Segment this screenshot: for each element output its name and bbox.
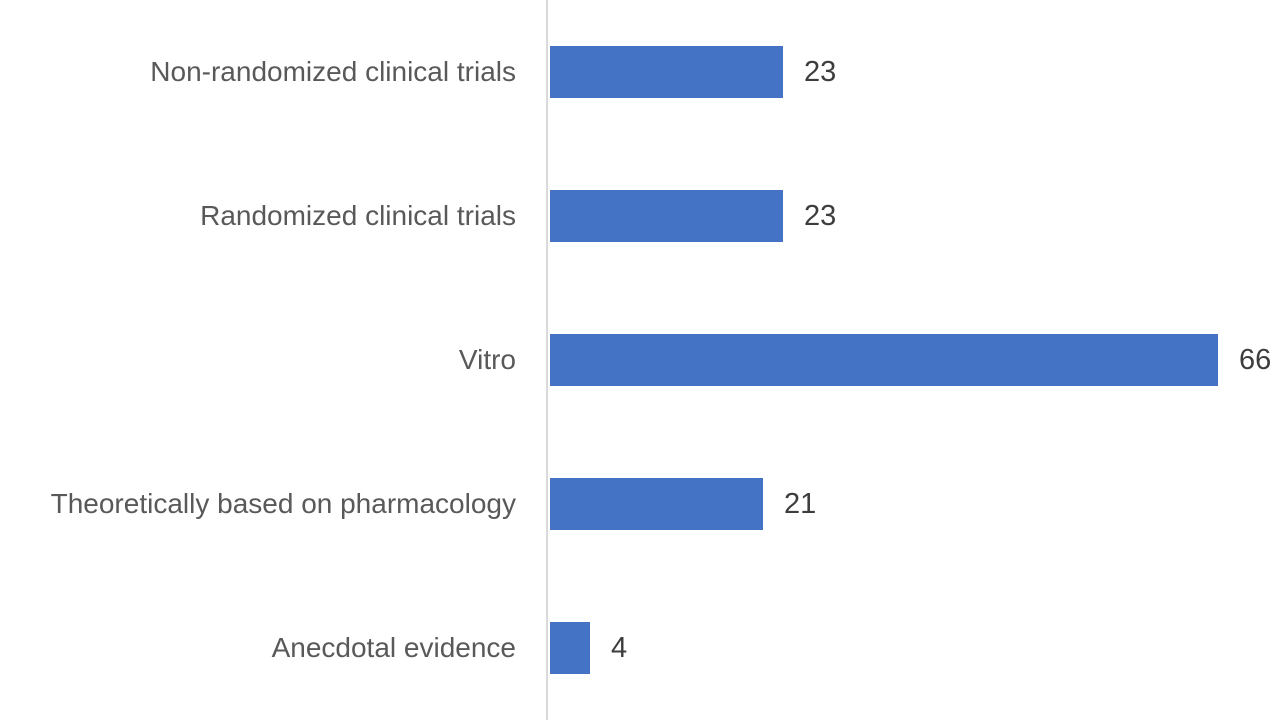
category-label: Non-randomized clinical trials [150, 55, 516, 87]
value-label: 4 [611, 631, 628, 664]
bar-row: Non-randomized clinical trials 23 [0, 0, 1280, 144]
value-label: 66 [1239, 343, 1272, 376]
category-axis-line [546, 0, 548, 720]
value-label: 21 [784, 487, 817, 520]
bar-row: Theoretically based on pharmacology 21 [0, 432, 1280, 576]
bar-plot-area: 23 [547, 144, 1280, 288]
bar-plot-area: 21 [547, 432, 1280, 576]
bar [550, 46, 783, 98]
bar-row: Anecdotal evidence 4 [0, 576, 1280, 720]
bar [550, 334, 1218, 386]
bar-plot-area: 23 [547, 0, 1280, 144]
category-label: Anecdotal evidence [271, 631, 516, 663]
bar [550, 190, 783, 242]
category-label: Randomized clinical trials [200, 199, 516, 231]
bar-row: Randomized clinical trials 23 [0, 144, 1280, 288]
value-label: 23 [804, 55, 837, 88]
bar-plot-area: 66 [547, 288, 1280, 432]
value-label: 23 [804, 199, 837, 232]
category-label: Theoretically based on pharmacology [50, 487, 516, 519]
bar [550, 478, 763, 530]
bar-plot-area: 4 [547, 576, 1280, 720]
bar [550, 622, 590, 674]
bar-row: Vitro 66 [0, 288, 1280, 432]
category-label: Vitro [458, 343, 516, 375]
